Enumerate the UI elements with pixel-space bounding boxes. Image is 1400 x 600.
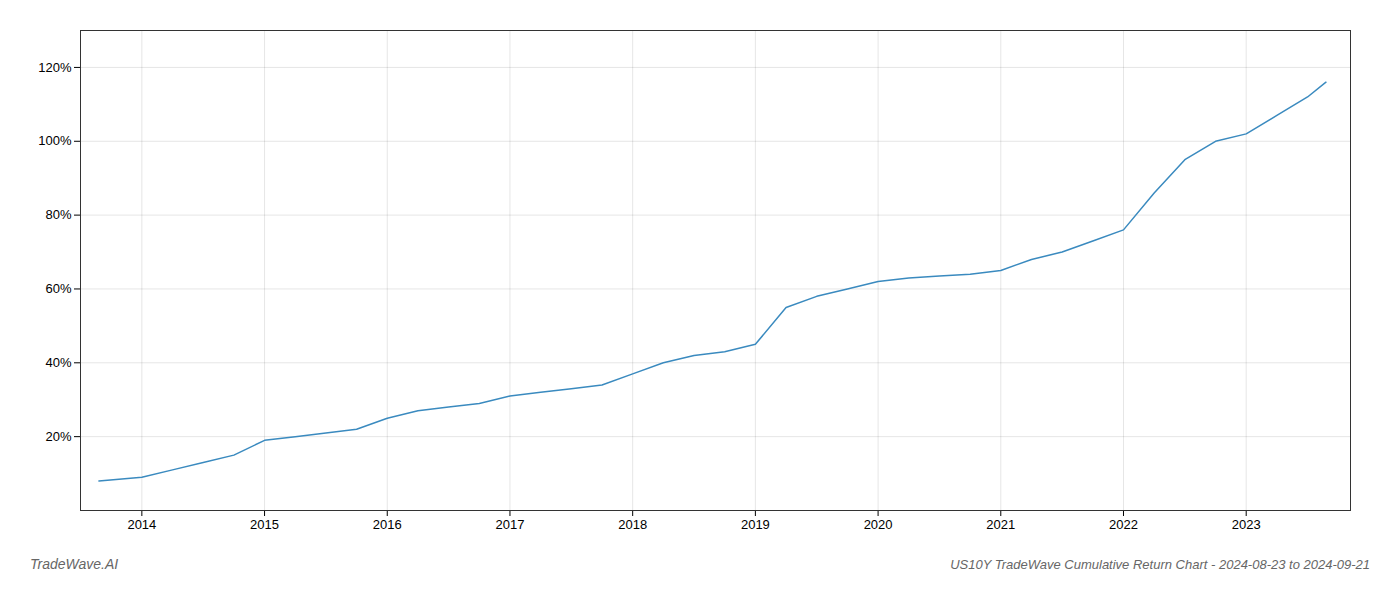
html-text:US10Y TradeWave Cumulative Ret: US10Y TradeWave Cumulative Return Chart … [950, 557, 1370, 572]
svg-text:2020: 2020 [864, 517, 893, 532]
svg-text:60%: 60% [45, 281, 71, 296]
svg-text:2019: 2019 [741, 517, 770, 532]
svg-text:120%: 120% [38, 60, 72, 75]
html-text:TradeWave.AI: TradeWave.AI [30, 556, 119, 572]
svg-text:2014: 2014 [127, 517, 156, 532]
svg-text:2022: 2022 [1109, 517, 1138, 532]
svg-text:40%: 40% [45, 355, 71, 370]
svg-text:20%: 20% [45, 429, 71, 444]
svg-text:100%: 100% [38, 133, 72, 148]
svg-text:80%: 80% [45, 207, 71, 222]
svg-text:2017: 2017 [496, 517, 525, 532]
svg-text:2021: 2021 [986, 517, 1015, 532]
svg-text:2016: 2016 [373, 517, 402, 532]
svg-text:2018: 2018 [618, 517, 647, 532]
svg-text:2023: 2023 [1232, 517, 1261, 532]
svg-text:2015: 2015 [250, 517, 279, 532]
